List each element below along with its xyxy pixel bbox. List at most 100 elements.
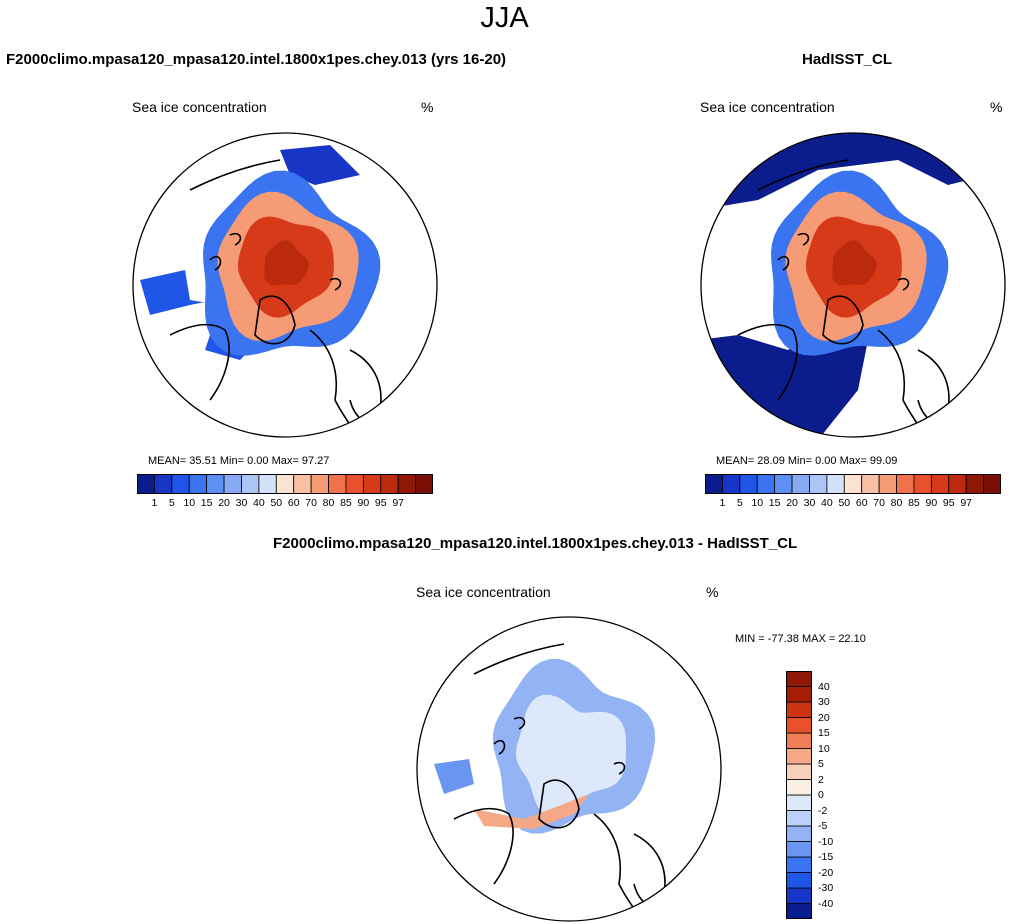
colorbar-swatch [786,841,812,858]
colorbar-tick-label: 95 [374,497,387,509]
panel-diff-title: F2000climo.mpasa120_mpasa120.intel.1800x… [273,535,798,552]
colorbar-swatch [786,686,812,703]
colorbar-tick-label: 90 [925,497,938,509]
colorbar-swatch [786,810,812,827]
panel-obs-stats: MEAN= 28.09 Min= 0.00 Max= 99.09 [716,455,897,467]
colorbar-swatch [328,474,347,494]
coastline [613,761,626,775]
min-value: 0.00 [247,455,269,467]
coastline [822,295,864,345]
colorbar-swatch [965,474,984,494]
colorbar-swatch [786,763,812,780]
colorbar-swatch [786,779,812,796]
colorbar-swatch [826,474,845,494]
coastline [797,232,810,246]
colorbar-swatch [171,474,190,494]
panel-model-map [132,132,438,438]
panel-diff-colorbar [786,671,812,919]
colorbar-swatch [380,474,399,494]
colorbar-swatch [913,474,932,494]
colorbar-tick-label: 10 [183,497,196,509]
colorbar-swatch [362,474,382,494]
colorbar-frame [137,474,433,494]
colorbar-swatch [843,474,863,494]
colorbar-swatch [397,474,416,494]
colorbar-swatch [786,825,812,842]
map-boundary [132,132,438,438]
coastline [254,295,296,345]
colorbar-swatch [786,732,812,749]
colorbar-swatch [786,872,812,889]
colorbar-swatch [786,887,812,904]
coastline [169,323,230,401]
colorbar-swatch [786,903,812,919]
colorbar-tick-label: 30 [803,497,816,509]
colorbar-tick-label: -5 [818,820,828,832]
colorbar-swatch [948,474,967,494]
colorbar-tick-label: 50 [270,497,283,509]
colorbar-tick-label: 10 [751,497,764,509]
colorbar-tick-label: -30 [818,882,834,894]
colorbar-tick-label: 97 [392,497,405,509]
figure-title: JJA [480,2,529,34]
colorbar-tick-label: 60 [855,497,868,509]
ice-region-max [264,240,309,286]
ice-region-marginal [280,145,360,185]
min-label: Min= [787,455,813,467]
mean-label: MEAN= [148,455,187,467]
coastline [737,323,798,401]
panel-model-units: % [421,99,434,115]
colorbar-swatch [774,474,793,494]
min-value: 0.00 [815,455,837,467]
colorbar-tick-label: 85 [908,497,920,509]
colorbar-swatch [739,474,758,494]
colorbar-tick-label: 70 [305,497,317,509]
colorbar-tick-label: -20 [818,866,834,879]
colorbar-tick-label: 40 [821,497,833,509]
colorbar-tick-label: 40 [253,497,265,509]
colorbar-swatch [861,474,880,494]
mean-label: MEAN= [716,455,755,467]
panel-diff-variable: Sea ice concentration [416,584,551,600]
panel-diff-map [416,616,722,922]
colorbar-frame [786,671,812,919]
colorbar-tick-label: 30 [235,497,248,509]
colorbar-swatch [188,474,208,494]
colorbar-tick-label: 15 [200,497,213,509]
colorbar-tick-label: 50 [838,497,851,509]
colorbar-tick-label: 20 [818,711,830,724]
colorbar-frame [705,474,1001,494]
coastline [777,255,790,271]
coastline [473,643,565,675]
max-value: 99.09 [869,455,898,467]
colorbar-tick-label: 60 [287,497,300,509]
colorbar-tick-label: 0 [818,789,824,801]
colorbar-tick-label: 80 [322,497,335,509]
colorbar-swatch [154,474,173,494]
colorbar-swatch [786,701,812,718]
colorbar-tick-label: 95 [942,497,955,509]
colorbar-swatch [756,474,776,494]
mean-value: 35.51 [189,455,217,467]
colorbar-swatch [241,474,260,494]
colorbar-tick-label: 85 [340,497,352,509]
colorbar-swatch [206,474,225,494]
map-boundary [700,132,1006,438]
colorbar-tick-label: 15 [818,727,830,739]
colorbar-swatch [345,474,364,494]
colorbar-swatch [293,474,312,494]
coastline [189,159,281,191]
colorbar-tick-label: 2 [818,773,824,786]
panel-diff-stats: MIN = -77.38 MAX = 22.10 [735,633,866,645]
colorbar-tick-label: 90 [357,497,370,509]
colorbar-tick-label: 5 [818,758,824,770]
colorbar-tick-label: 5 [168,497,175,509]
colorbar-tick-label: 20 [786,497,798,509]
colorbar-tick-label: -15 [818,851,834,863]
mean-value: 28.09 [757,455,785,467]
max-label: Max= [839,455,867,467]
panel-model-title: F2000climo.mpasa120_mpasa120.intel.1800x… [6,51,507,68]
ice-region-max [832,240,877,286]
coastline [453,807,514,885]
max-value: 97.27 [301,455,330,467]
